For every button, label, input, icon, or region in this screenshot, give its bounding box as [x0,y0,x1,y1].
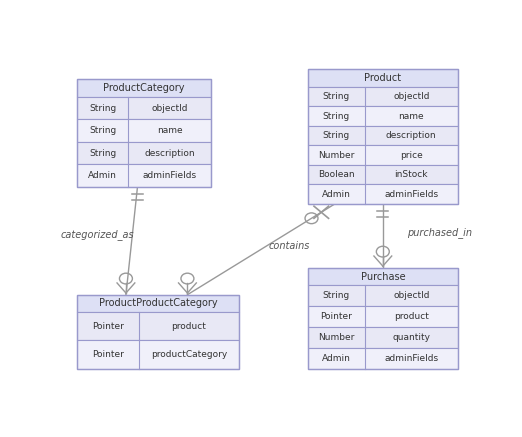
Text: String: String [89,149,116,158]
Text: quantity: quantity [392,333,430,342]
Bar [308,69,458,87]
Text: objectId: objectId [393,92,430,101]
Text: Number: Number [318,333,354,342]
Text: product: product [172,322,207,331]
Text: Pointer: Pointer [92,322,124,331]
Bar [308,268,458,369]
Text: String: String [323,92,350,101]
Bar [308,285,458,306]
Text: contains: contains [269,241,310,251]
Text: adminFields: adminFields [384,354,438,363]
Text: Boolean: Boolean [318,170,355,179]
Bar [77,80,211,187]
Text: Pointer: Pointer [321,312,352,321]
Text: Pointer: Pointer [92,350,124,359]
Text: categorized_as: categorized_as [60,229,134,239]
Bar [77,312,239,340]
Text: description: description [386,131,436,140]
Text: Number: Number [318,151,354,160]
Bar [77,119,211,142]
Bar [308,184,458,204]
Bar [77,142,211,164]
Text: Admin: Admin [322,190,351,198]
Bar [77,80,211,97]
Text: ProductProductCategory: ProductProductCategory [99,298,218,309]
Text: productCategory: productCategory [151,350,227,359]
Text: ProductCategory: ProductCategory [103,83,185,93]
Text: adminFields: adminFields [143,171,197,180]
Text: objectId: objectId [151,104,188,113]
Bar [77,295,239,312]
Bar [308,268,458,285]
Text: String: String [323,131,350,140]
Text: objectId: objectId [393,291,430,300]
Bar [308,106,458,126]
Text: description: description [144,149,195,158]
Text: Product: Product [364,73,401,83]
Text: price: price [400,151,423,160]
Bar [308,69,458,204]
Text: inStock: inStock [395,170,428,179]
Bar [308,165,458,184]
Text: Purchase: Purchase [361,271,405,281]
Text: String: String [89,126,116,135]
Text: name: name [398,111,424,121]
Bar [308,348,458,369]
Bar [77,340,239,369]
Bar [308,87,458,106]
Text: Admin: Admin [88,171,117,180]
Bar [308,126,458,146]
Bar [77,97,211,119]
Bar [77,164,211,187]
Bar [77,295,239,369]
Text: String: String [323,111,350,121]
Text: adminFields: adminFields [384,190,438,198]
Bar [308,327,458,348]
Text: String: String [323,291,350,300]
Bar [308,306,458,327]
Bar [308,146,458,165]
Text: Admin: Admin [322,354,351,363]
Text: purchased_in: purchased_in [407,227,472,238]
Text: name: name [157,126,182,135]
Text: String: String [89,104,116,113]
Text: product: product [394,312,429,321]
